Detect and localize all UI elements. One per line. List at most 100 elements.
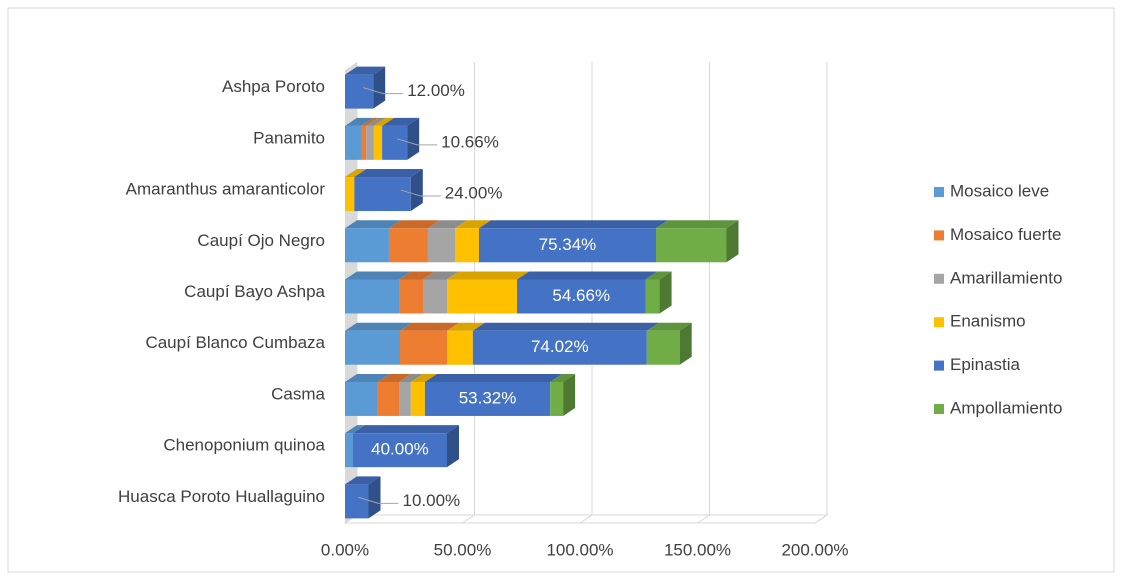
bar-top xyxy=(382,117,420,126)
bar xyxy=(478,228,656,263)
bar xyxy=(427,228,455,263)
bar xyxy=(345,279,400,314)
bar-top xyxy=(399,271,436,280)
bar-side xyxy=(446,425,459,468)
legend-label: Amarillamiento xyxy=(950,268,1062,287)
x-tick-label: 150.00% xyxy=(664,540,731,559)
x-tick-label: 0.00% xyxy=(321,540,369,559)
bar xyxy=(377,381,400,416)
grid-line xyxy=(697,62,710,524)
bar-side xyxy=(726,220,739,263)
x-tick-label: 200.00% xyxy=(781,540,848,559)
data-label: 10.00% xyxy=(403,491,461,510)
y-tick-label: Chenoponium quinoa xyxy=(163,436,325,455)
bar xyxy=(345,484,369,519)
x-tick-label: 50.00% xyxy=(434,540,492,559)
bar-side xyxy=(368,476,381,519)
bar-side xyxy=(373,66,386,109)
bar xyxy=(423,279,447,314)
y-tick-label: Caupí Bayo Ashpa xyxy=(184,282,325,301)
bar xyxy=(454,228,479,263)
bar xyxy=(373,125,383,160)
y-tick-label: Panamito xyxy=(253,128,325,147)
bar xyxy=(366,125,374,160)
bar-top xyxy=(352,425,459,434)
bar-top xyxy=(366,117,386,126)
bar xyxy=(655,228,727,263)
bar xyxy=(345,177,355,212)
leader-line xyxy=(363,87,404,95)
grid-line xyxy=(579,62,593,524)
bar-top xyxy=(345,220,401,229)
grid-line xyxy=(462,62,475,524)
bar xyxy=(345,74,374,109)
bar xyxy=(345,228,389,263)
bar-top xyxy=(345,169,367,178)
y-tick-label: Ashpa Poroto xyxy=(222,77,325,96)
bar xyxy=(345,125,362,160)
bar xyxy=(645,279,660,314)
bar-top xyxy=(345,425,365,434)
grid-line xyxy=(814,62,828,524)
bar-top xyxy=(655,220,739,229)
bar-top xyxy=(377,373,412,382)
bar xyxy=(550,381,564,416)
bar-top xyxy=(410,373,437,382)
y-tick-label: Casma xyxy=(271,384,325,403)
data-label: 74.02% xyxy=(531,337,589,356)
bar xyxy=(345,330,400,365)
data-label: 12.00% xyxy=(407,81,465,100)
bar-top xyxy=(345,66,386,75)
legend-label: Enanismo xyxy=(950,312,1026,331)
bar xyxy=(446,330,473,365)
legend-label: Mosaico leve xyxy=(950,181,1049,200)
bar-top xyxy=(399,322,459,331)
bar-side xyxy=(659,271,672,314)
legend-label: Ampollamiento xyxy=(950,398,1062,417)
bar-side xyxy=(563,373,576,416)
y-tick-label: Amaranthus amaranticolor xyxy=(126,180,326,199)
bar-top xyxy=(517,271,658,280)
bar-top xyxy=(345,476,381,485)
bar xyxy=(424,381,551,416)
bar-top xyxy=(550,373,576,382)
bar xyxy=(345,433,353,468)
bar-top xyxy=(423,271,459,280)
bar xyxy=(382,125,408,160)
bar xyxy=(352,433,447,468)
bar xyxy=(345,381,378,416)
bar xyxy=(388,228,428,263)
bar-top xyxy=(345,271,412,280)
bar xyxy=(446,279,518,314)
bar-side xyxy=(679,322,692,365)
bar-top xyxy=(427,220,467,229)
bar-top xyxy=(354,169,423,178)
y-tick-label: Caupí Ojo Negro xyxy=(197,231,325,250)
bar xyxy=(517,279,646,314)
bar-top xyxy=(478,220,668,229)
bar-top xyxy=(645,271,672,280)
legend-swatch xyxy=(934,317,944,328)
y-tick-label: Huasca Poroto Huallaguino xyxy=(118,487,325,506)
data-label: 75.34% xyxy=(539,235,597,254)
bar xyxy=(399,381,411,416)
legend-swatch xyxy=(934,404,944,414)
legend-label: Mosaico fuerte xyxy=(950,225,1062,244)
bar-top xyxy=(388,220,440,229)
leader-line xyxy=(397,138,438,146)
legend-swatch xyxy=(934,230,944,241)
bar-top xyxy=(345,322,412,331)
legend-label: Epinastia xyxy=(950,355,1020,374)
data-label: 24.00% xyxy=(445,184,503,203)
bar-top xyxy=(446,322,485,331)
legend-swatch xyxy=(934,360,944,371)
bar-top xyxy=(373,117,395,126)
bar-top xyxy=(345,117,374,126)
legend-swatch xyxy=(934,273,944,284)
data-label: 53.32% xyxy=(459,388,517,407)
bar-top xyxy=(446,271,530,280)
bar xyxy=(399,279,424,314)
bar xyxy=(354,177,411,212)
data-label: 10.66% xyxy=(441,132,499,151)
bar-top xyxy=(361,117,379,126)
